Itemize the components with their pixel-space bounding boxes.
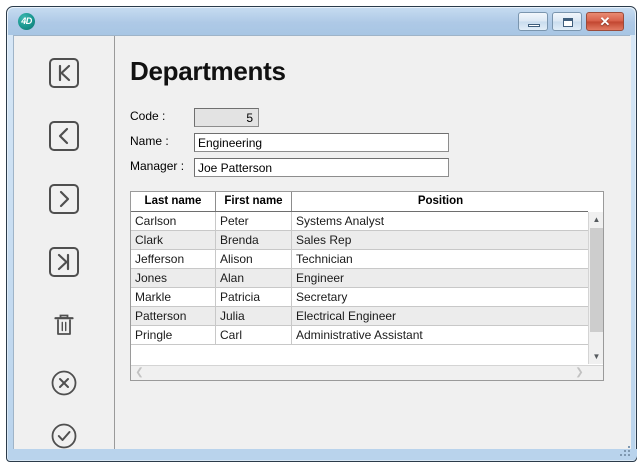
column-header-position[interactable]: Position xyxy=(417,195,464,207)
close-button[interactable]: ✕ xyxy=(586,12,624,31)
cell-first-name: Patricia xyxy=(216,288,292,306)
cell-last-name: Markle xyxy=(131,288,216,306)
code-label: Code : xyxy=(130,109,166,123)
name-label: Name : xyxy=(130,134,169,148)
cell-position: Systems Analyst xyxy=(296,214,385,228)
circle-check-icon xyxy=(49,421,79,451)
scrollbar-corner xyxy=(588,192,603,212)
scroll-right-icon[interactable]: ❯ xyxy=(575,367,584,378)
cell-last-name: Clark xyxy=(131,231,216,249)
scroll-down-icon[interactable]: ▼ xyxy=(592,352,601,361)
close-icon: ✕ xyxy=(599,14,611,29)
title-bar[interactable]: 4D ✕ xyxy=(8,8,635,35)
table-row[interactable]: Jones Alan Engineer xyxy=(131,269,589,288)
manager-label: Manager : xyxy=(130,159,185,173)
cell-first-name: Carl xyxy=(216,326,292,344)
client-area: Departments Code : Name : Manager : Last… xyxy=(13,35,631,451)
resize-grip[interactable] xyxy=(620,446,632,457)
validate-button[interactable] xyxy=(49,421,79,451)
table-row[interactable]: Clark Brenda Sales Rep xyxy=(131,231,589,250)
chevron-left-icon xyxy=(49,121,79,151)
previous-record-button[interactable] xyxy=(49,121,79,151)
cell-first-name: Julia xyxy=(216,307,292,325)
cell-first-name: Brenda xyxy=(216,231,292,249)
cancel-button[interactable] xyxy=(49,368,79,398)
table-header-row: Last name First name Position xyxy=(131,192,589,212)
cell-last-name: Pringle xyxy=(131,326,216,344)
cell-position: Engineer xyxy=(296,271,345,285)
trash-icon xyxy=(49,310,79,340)
app-logo-icon: 4D xyxy=(18,13,35,30)
cell-last-name: Carlson xyxy=(131,212,216,230)
chevron-right-icon xyxy=(49,184,79,214)
scroll-left-icon[interactable]: ❮ xyxy=(135,367,144,378)
employees-table: Last name First name Position Carlson Pe… xyxy=(130,191,604,381)
cell-last-name: Jefferson xyxy=(131,250,216,268)
maximize-icon xyxy=(563,18,573,27)
cell-position: Administrative Assistant xyxy=(296,328,423,342)
cell-position: Technician xyxy=(296,252,353,266)
cell-position: Secretary xyxy=(296,290,348,304)
minimize-button[interactable] xyxy=(518,12,548,31)
cell-first-name: Peter xyxy=(216,212,292,230)
table-row[interactable]: Jefferson Alison Technician xyxy=(131,250,589,269)
name-input[interactable] xyxy=(194,133,449,152)
first-record-icon xyxy=(49,58,79,88)
window-bottom-band xyxy=(8,446,637,460)
navigation-sidebar xyxy=(14,36,115,451)
application-window: 4D ✕ xyxy=(6,6,637,462)
manager-input[interactable] xyxy=(194,158,449,177)
cell-first-name: Alan xyxy=(216,269,292,287)
column-header-last-name[interactable]: Last name xyxy=(131,192,216,211)
vertical-scrollbar-thumb[interactable] xyxy=(590,228,603,332)
cell-position: Sales Rep xyxy=(296,233,352,247)
scroll-up-icon[interactable]: ▲ xyxy=(592,215,601,224)
table-row[interactable]: Pringle Carl Administrative Assistant xyxy=(131,326,589,345)
table-row[interactable]: Markle Patricia Secretary xyxy=(131,288,589,307)
minimize-icon xyxy=(528,24,540,27)
page-title: Departments xyxy=(130,56,286,86)
last-record-button[interactable] xyxy=(49,247,79,277)
cell-position: Electrical Engineer xyxy=(296,309,397,323)
cell-last-name: Jones xyxy=(131,269,216,287)
maximize-button[interactable] xyxy=(552,12,582,31)
next-record-button[interactable] xyxy=(49,184,79,214)
cell-first-name: Alison xyxy=(216,250,292,268)
vertical-scrollbar[interactable]: ▲ ▼ xyxy=(588,212,603,364)
circle-x-icon xyxy=(49,368,79,398)
table-row[interactable]: Patterson Julia Electrical Engineer xyxy=(131,307,589,326)
cell-last-name: Patterson xyxy=(131,307,216,325)
employees-grid: Last name First name Position Carlson Pe… xyxy=(131,192,589,380)
first-record-button[interactable] xyxy=(49,58,79,88)
table-row[interactable]: Carlson Peter Systems Analyst xyxy=(131,212,589,231)
delete-record-button[interactable] xyxy=(49,310,79,340)
code-input[interactable] xyxy=(194,108,259,127)
horizontal-scrollbar[interactable]: ❮ ❯ xyxy=(131,365,603,380)
column-header-first-name[interactable]: First name xyxy=(216,192,292,211)
main-panel: Departments Code : Name : Manager : Last… xyxy=(116,36,631,451)
last-record-icon xyxy=(49,247,79,277)
